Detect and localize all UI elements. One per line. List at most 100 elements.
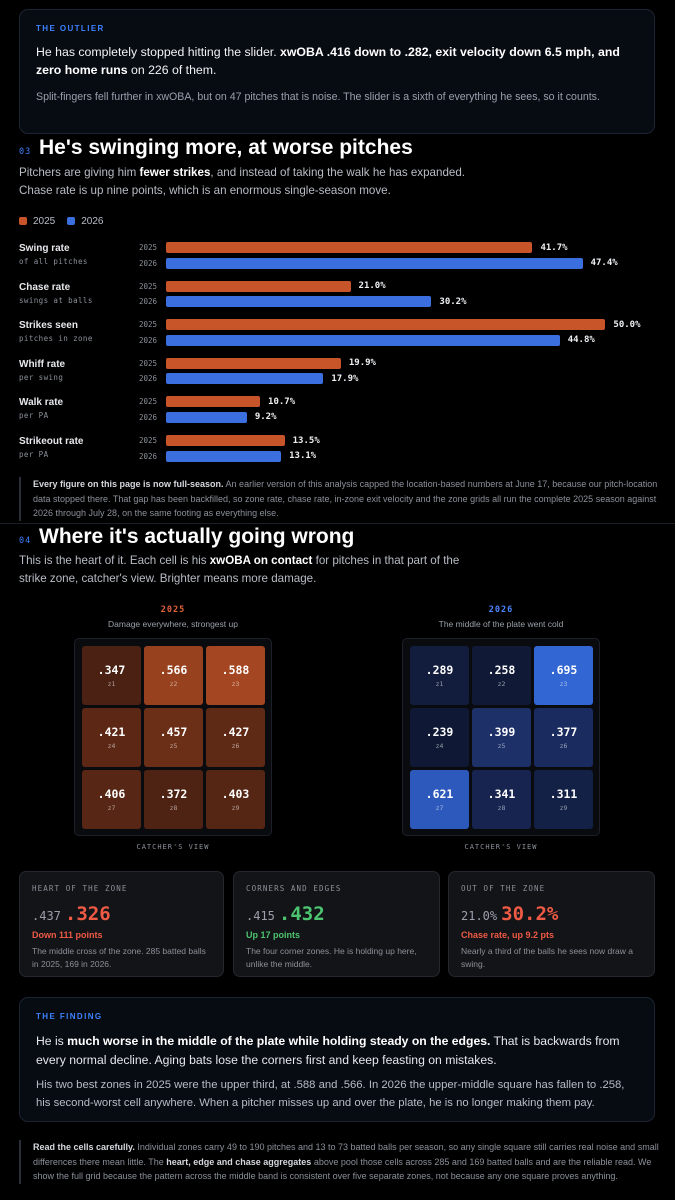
outlier-callout: THE OUTLIER He has completely stopped hi… [19, 9, 655, 134]
card-change: Down 111 points [32, 930, 103, 940]
catchers-view-caption: CATCHER'S VIEW [136, 843, 210, 851]
stat-card-corners: CORNERS AND EDGES .415.432 Up 17 points … [233, 871, 440, 977]
zone-cell-z9: .403 z9 [206, 770, 265, 829]
bar-2026 [166, 411, 247, 423]
zone-label: z6 [559, 742, 568, 750]
bar-2025 [166, 280, 351, 292]
caveat-note: Read the cells carefully. Individual zon… [19, 1140, 659, 1184]
bar-value-label: 30.2% [439, 296, 467, 307]
zone-label: z4 [107, 742, 116, 750]
card-description: The middle cross of the zone. 285 batted… [32, 946, 206, 969]
bar-2025 [166, 357, 341, 369]
bar-value-label: 13.5% [292, 435, 320, 446]
zone-cell-z3: .588 z3 [206, 646, 265, 705]
card-label: CORNERS AND EDGES [246, 884, 342, 893]
stat-card-heart: HEART OF THE ZONE .437.326 Down 111 poin… [19, 871, 224, 977]
bar-year-label: 2025 [139, 243, 158, 252]
bar-value-label: 21.0% [358, 281, 386, 292]
heatmap-title-2025: 2025 [160, 605, 186, 615]
finding-callout: THE FINDING He is much worse in the midd… [19, 997, 655, 1122]
metric-subtitle: of all pitches [19, 257, 88, 266]
zone-cell-z1: .347 z1 [82, 646, 141, 705]
bar-2026 [166, 257, 583, 269]
zone-cell-z5: .399 z5 [472, 708, 531, 767]
bar-year-label: 2026 [139, 258, 158, 268]
zone-value: .421 [97, 725, 126, 739]
bar-year-label: 2026 [139, 412, 158, 422]
zone-label: z8 [169, 804, 178, 812]
zone-cell-z8: .341 z8 [472, 770, 531, 829]
bar-value-label: 13.1% [289, 451, 317, 461]
metric-subtitle: per PA [19, 450, 49, 459]
zone-cell-z6: .377 z6 [534, 708, 593, 767]
section-title: Where it's actually going wrong [39, 525, 355, 548]
zone-cell-z2: .566 z2 [144, 646, 203, 705]
zone-label: z9 [559, 804, 568, 812]
metric-name: Strikes seen [19, 320, 78, 332]
card-new-value: 30.2% [501, 903, 559, 925]
metric-label: Swing rate of all pitches [19, 243, 88, 266]
outlier-kicker: THE OUTLIER [36, 24, 105, 33]
card-description: Nearly a third of the balls he sees now … [461, 946, 633, 969]
bar-year-label: 2026 [139, 335, 158, 345]
legend-item-2026: 2026 [67, 216, 104, 227]
bar-2025 [166, 319, 606, 331]
outlier-note: Split-fingers fell further in xwOBA, but… [36, 91, 600, 103]
bar-value-label: 47.4% [590, 258, 618, 268]
finding-detail: His two best zones in 2025 were the uppe… [36, 1079, 625, 1109]
stat-card-chase: OUT OF THE ZONE 21.0% 30.2% Chase rate, u… [448, 871, 655, 977]
card-new-value: .326 [64, 903, 111, 925]
heatmap-subtitle-2026: The middle of the plate went cold [438, 619, 564, 629]
zone-label: z2 [169, 680, 178, 688]
card-change: Chase rate, up 9.2 pts [461, 930, 555, 940]
bar-2025 [166, 435, 285, 446]
section-divider [0, 523, 675, 524]
card-old-value: .437 [32, 909, 61, 923]
heatmap-2026: .289 z1 .258 z2 .695 z3 .239 z4 .399 z5 .377 z6 .621… [402, 638, 600, 836]
bar-year-label: 2026 [139, 297, 158, 307]
chart-legend: 2025 2026 [19, 216, 104, 227]
zone-cell-z4: .239 z4 [410, 708, 469, 767]
metric-label: Strikes seen pitches in zone [19, 320, 93, 343]
zone-value: .566 [159, 663, 188, 677]
zone-cell-z8: .372 z8 [144, 770, 203, 829]
card-old-value: .415 [246, 909, 275, 923]
heatmap-title-2026: 2026 [488, 605, 514, 615]
bar-value-label: 41.7% [540, 242, 568, 253]
zone-value: .457 [159, 725, 188, 739]
zone-value: .347 [97, 663, 126, 677]
zone-label: z5 [497, 742, 506, 750]
zone-value: .403 [221, 787, 250, 801]
card-label: HEART OF THE ZONE [32, 884, 128, 893]
metric-label: Chase rate swings at balls [19, 282, 93, 305]
bar-year-label: 2025 [139, 358, 158, 368]
zone-label: z7 [435, 804, 444, 812]
metric-name: Whiff rate [19, 358, 66, 370]
zone-cell-z7: .406 z7 [82, 770, 141, 829]
zone-label: z1 [107, 680, 116, 688]
zone-value: .341 [487, 787, 516, 801]
zone-value: .372 [159, 787, 188, 801]
zone-value: .427 [221, 725, 250, 739]
zone-label: z7 [107, 804, 116, 812]
zone-cell-z1: .289 z1 [410, 646, 469, 705]
card-new-value: .432 [278, 903, 325, 925]
zone-value: .377 [549, 725, 578, 739]
bar-2026 [166, 373, 324, 385]
bar-2026 [166, 296, 432, 308]
zone-cell-z6: .427 z6 [206, 708, 265, 767]
finding-kicker: THE FINDING [36, 1012, 103, 1021]
metric-name: Chase rate [19, 281, 71, 293]
zone-cell-z7: .621 z7 [410, 770, 469, 829]
section-lede: Pitchers are giving him fewer strikes, a… [19, 166, 466, 197]
zone-cell-z2: .258 z2 [472, 646, 531, 705]
finding-text: He is much worse in the middle of the pl… [36, 1034, 620, 1067]
bar-year-label: 2025 [139, 436, 158, 445]
metric-subtitle: per swing [19, 372, 64, 382]
metric-subtitle: pitches in zone [19, 334, 93, 344]
zone-label: z9 [231, 804, 240, 812]
card-label: OUT OF THE ZONE [461, 884, 546, 893]
zone-value: .621 [425, 787, 454, 801]
metric-subtitle: per PA [19, 411, 49, 421]
zone-value: .239 [425, 725, 454, 739]
